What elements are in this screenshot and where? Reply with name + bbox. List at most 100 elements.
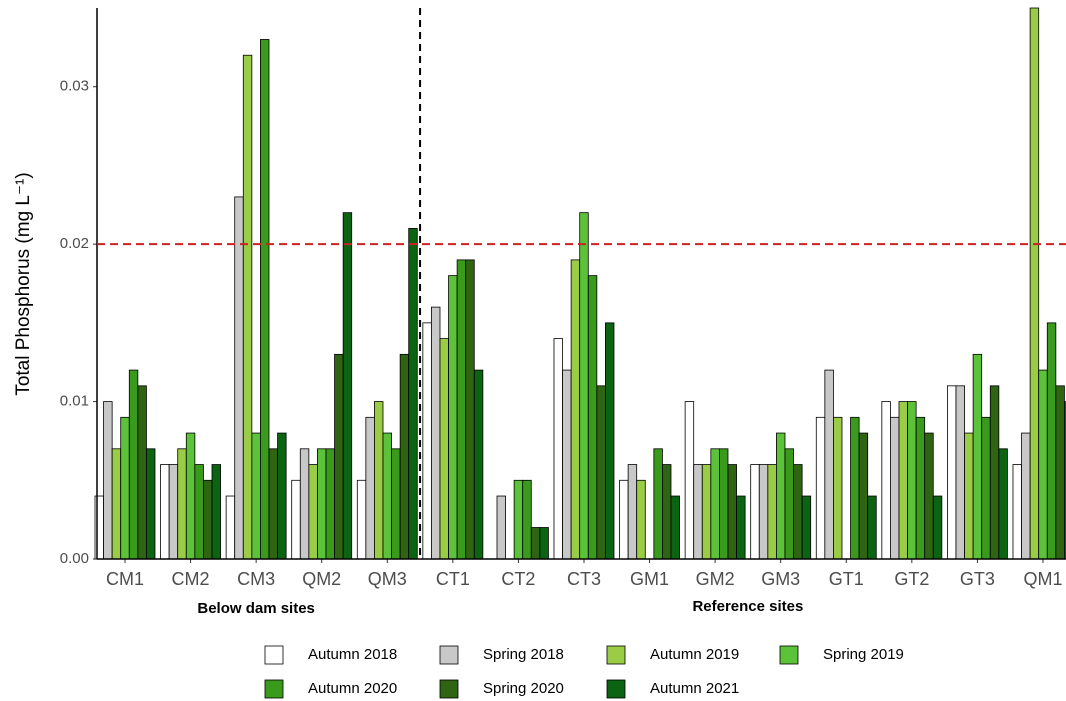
bar [587,275,598,560]
legend-label: Autumn 2021 [650,680,739,697]
bar [522,479,532,560]
bar [465,259,475,560]
legend-swatch [439,645,459,665]
bar [710,448,720,560]
bar [562,369,572,560]
bar [955,385,965,560]
group-label: Reference sites [692,598,803,615]
bar [365,416,375,560]
x-tick-label: QM3 [368,569,407,589]
x-tick-label: GM1 [630,569,669,589]
x-tick-label: GM2 [696,569,735,589]
bar [784,448,794,560]
bar [684,401,695,560]
bar [1046,322,1057,560]
bar [915,416,926,560]
bar [225,495,236,560]
y-tick-label: 0.01 [60,393,89,410]
bar [553,338,563,560]
bar [736,495,746,560]
legend-swatch [264,679,284,699]
bar [727,464,737,560]
y-tick-label: 0.00 [60,550,89,567]
bar [391,448,401,560]
x-tick-label: CM2 [172,569,210,589]
bar [203,479,213,560]
bar [833,416,843,560]
bar [636,479,646,560]
bar [160,464,170,560]
legend-swatch [606,679,626,699]
legend-label: Spring 2020 [483,680,564,697]
bar [342,212,353,560]
x-tick-label: GT2 [894,569,929,589]
bar [268,448,278,560]
bar [120,416,130,560]
bar [989,385,1000,560]
bar [793,464,803,560]
bar [260,39,270,560]
bar [168,464,179,560]
y-tick-label: 0.03 [60,78,89,95]
x-tick-label: CM1 [106,569,144,589]
bar [972,353,983,560]
bar [824,369,834,560]
legend-label: Spring 2019 [823,646,904,663]
bar [981,416,991,560]
x-tick-label: CT3 [567,569,601,589]
bar [439,338,449,560]
bar [539,527,549,560]
legend-swatch [264,645,284,665]
bar [1012,464,1022,560]
bar [1064,401,1066,560]
bar [776,432,786,560]
legend-swatch [779,645,799,665]
bar [177,448,187,560]
bar [932,495,943,560]
bar [701,464,712,560]
bar [998,448,1008,560]
bar [881,401,891,560]
legend-label: Autumn 2018 [308,646,397,663]
x-tick-label: QM1 [1023,569,1062,589]
bar [291,479,301,560]
legend-label: Autumn 2020 [308,680,397,697]
bar [1029,7,1040,560]
bar [947,385,957,560]
bar [653,448,663,560]
bar [317,448,327,560]
bar [356,479,367,560]
bar [670,495,680,560]
bar [850,416,860,560]
bar [234,196,244,560]
bar [627,464,638,560]
bar [308,464,318,560]
bar [719,448,729,560]
legend-label: Autumn 2019 [650,646,739,663]
bar [194,464,204,560]
bar [924,432,934,560]
x-tick-label: CT1 [436,569,470,589]
bar [579,212,589,560]
bar [890,416,900,560]
bar [1021,432,1031,560]
bar [898,401,908,560]
bar [185,432,196,560]
x-tick-label: GT3 [960,569,995,589]
bar [456,259,467,560]
bar [605,322,615,560]
bar [448,275,458,560]
y-tick-label: 0.02 [60,235,89,252]
bar [907,401,917,560]
x-tick-label: GT1 [829,569,864,589]
bar [422,322,432,560]
bar [496,495,506,560]
x-tick-label: GM3 [761,569,800,589]
bar [137,385,147,560]
bar [964,432,974,560]
bar [596,385,606,560]
y-axis-label: Total Phosphorus (mg L⁻¹) [13,172,34,395]
bar [858,432,869,560]
bar [619,479,629,560]
bar [325,448,335,560]
